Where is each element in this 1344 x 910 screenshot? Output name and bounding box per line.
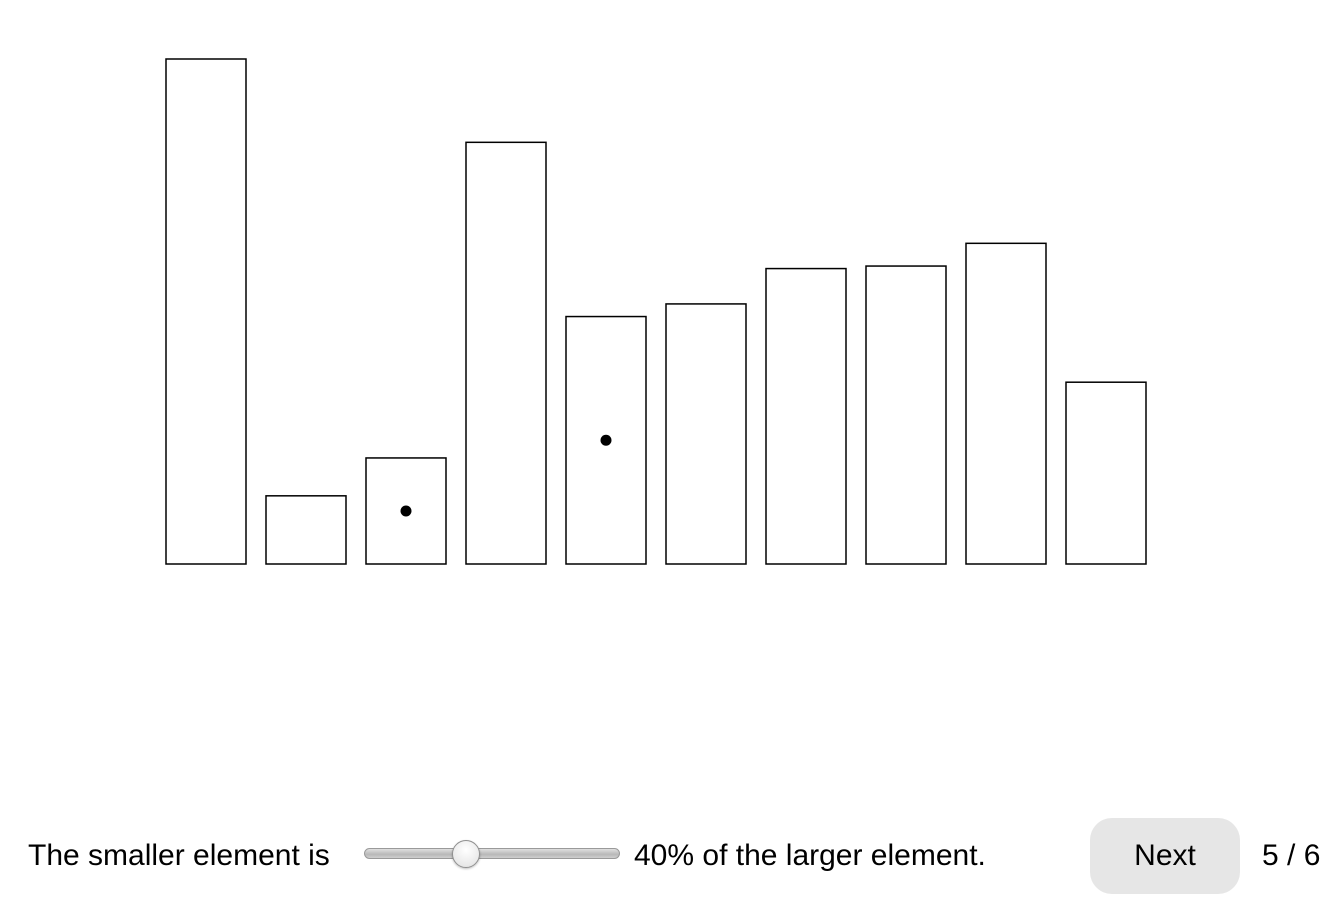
chart-bar <box>665 303 747 565</box>
chart-bar <box>965 242 1047 565</box>
page-counter: 5 / 6 <box>1262 839 1321 872</box>
percentage-slider[interactable] <box>364 840 622 870</box>
chart-bar <box>865 265 947 565</box>
prompt-text-after: 40% of the larger element. <box>634 839 986 872</box>
comparison-marker-dot <box>400 505 412 517</box>
next-button[interactable]: Next <box>1090 818 1240 894</box>
bar-chart <box>165 58 1147 565</box>
slider-track[interactable] <box>364 848 620 859</box>
chart-bar <box>265 495 347 565</box>
comparison-marker-dot <box>600 434 612 446</box>
chart-bar <box>1065 381 1147 565</box>
prompt-text-before: The smaller element is <box>28 839 330 872</box>
chart-bar <box>165 58 247 565</box>
answer-controls: The smaller element is 40% of the larger… <box>0 818 1344 894</box>
chart-bar <box>765 267 847 565</box>
slider-thumb[interactable] <box>452 840 481 868</box>
chart-bar <box>465 141 547 565</box>
